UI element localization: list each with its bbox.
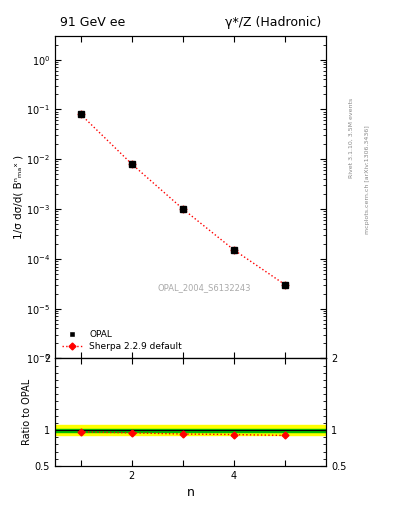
Y-axis label: 1/σ dσ/d( Bⁿₘₐˣ ): 1/σ dσ/d( Bⁿₘₐˣ ): [13, 155, 23, 239]
Text: γ*/Z (Hadronic): γ*/Z (Hadronic): [224, 16, 321, 29]
Text: 91 GeV ee: 91 GeV ee: [61, 16, 126, 29]
X-axis label: n: n: [187, 486, 195, 499]
Legend: OPAL, Sherpa 2.2.9 default: OPAL, Sherpa 2.2.9 default: [59, 328, 185, 354]
Text: Rivet 3.1.10, 3.5M events: Rivet 3.1.10, 3.5M events: [349, 98, 354, 178]
Text: mcplots.cern.ch [arXiv:1306.3436]: mcplots.cern.ch [arXiv:1306.3436]: [365, 125, 370, 233]
Text: OPAL_2004_S6132243: OPAL_2004_S6132243: [158, 283, 251, 292]
Y-axis label: Ratio to OPAL: Ratio to OPAL: [22, 379, 32, 445]
